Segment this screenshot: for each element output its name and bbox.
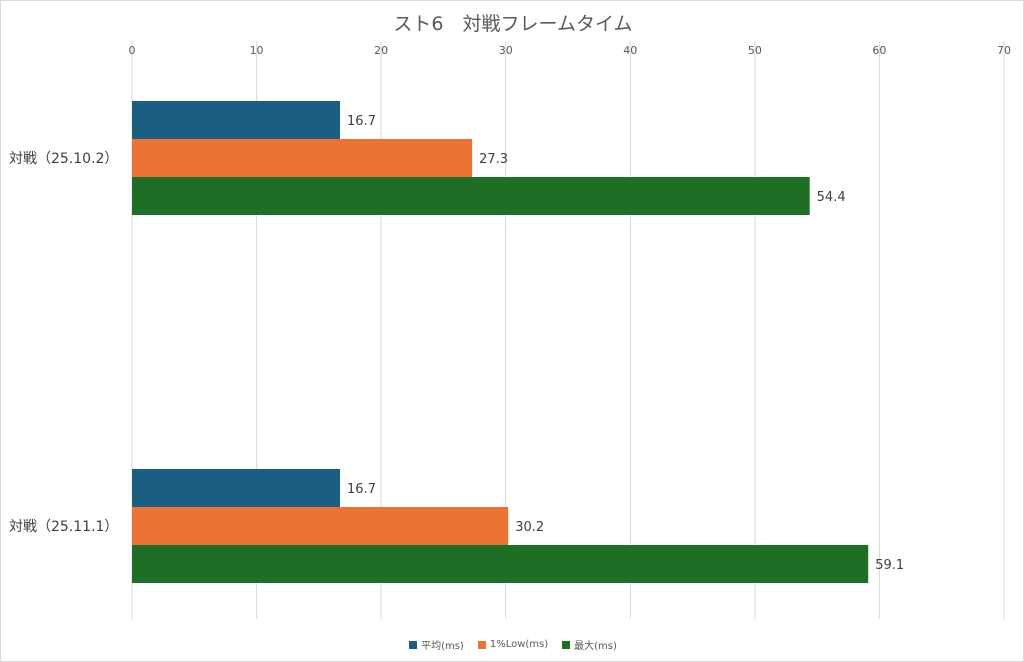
bar [132,469,341,507]
x-tick-label: 30 [499,44,513,57]
x-tick-label: 70 [997,44,1011,57]
chart-title: スト6 対戦フレームタイム [393,13,633,35]
x-tick-label: 40 [623,44,637,57]
bar [132,545,869,583]
x-tick-label: 10 [250,44,264,57]
data-label: 16.7 [347,482,376,497]
x-tick-label: 0 [129,44,136,57]
legend-label: 1%Low(ms) [489,639,549,650]
data-label: 30.2 [515,520,544,535]
x-tick-label: 50 [748,44,762,57]
data-label: 16.7 [347,114,376,129]
legend-item: 最大(ms) [562,637,617,652]
category-label: 対戦（25.11.1） [9,519,118,535]
data-label: 27.3 [479,152,508,167]
legend-swatch [409,640,418,649]
legend-swatch [562,640,571,649]
data-label: 54.4 [817,190,846,205]
x-tick-label: 20 [374,44,388,57]
bar [132,507,509,545]
x-tick-label: 60 [872,44,886,57]
legend: 平均(ms) 1%Low(ms) 最大(ms) [1,637,1024,652]
legend-item: 平均(ms) [409,637,464,652]
bar-chart: 0 10 20 30 40 50 60 70 対戦（25.10.2） 16.7 27.3 54.4 対戦… [9,41,1011,619]
bar [132,177,810,215]
legend-label: 最大(ms) [574,641,617,652]
bar [132,101,341,139]
legend-swatch [477,640,486,649]
bar [132,139,473,177]
legend-label: 平均(ms) [421,641,464,652]
category-label: 対戦（25.10.2） [9,151,118,167]
legend-item: 1%Low(ms) [477,637,549,652]
data-label: 59.1 [875,558,904,573]
